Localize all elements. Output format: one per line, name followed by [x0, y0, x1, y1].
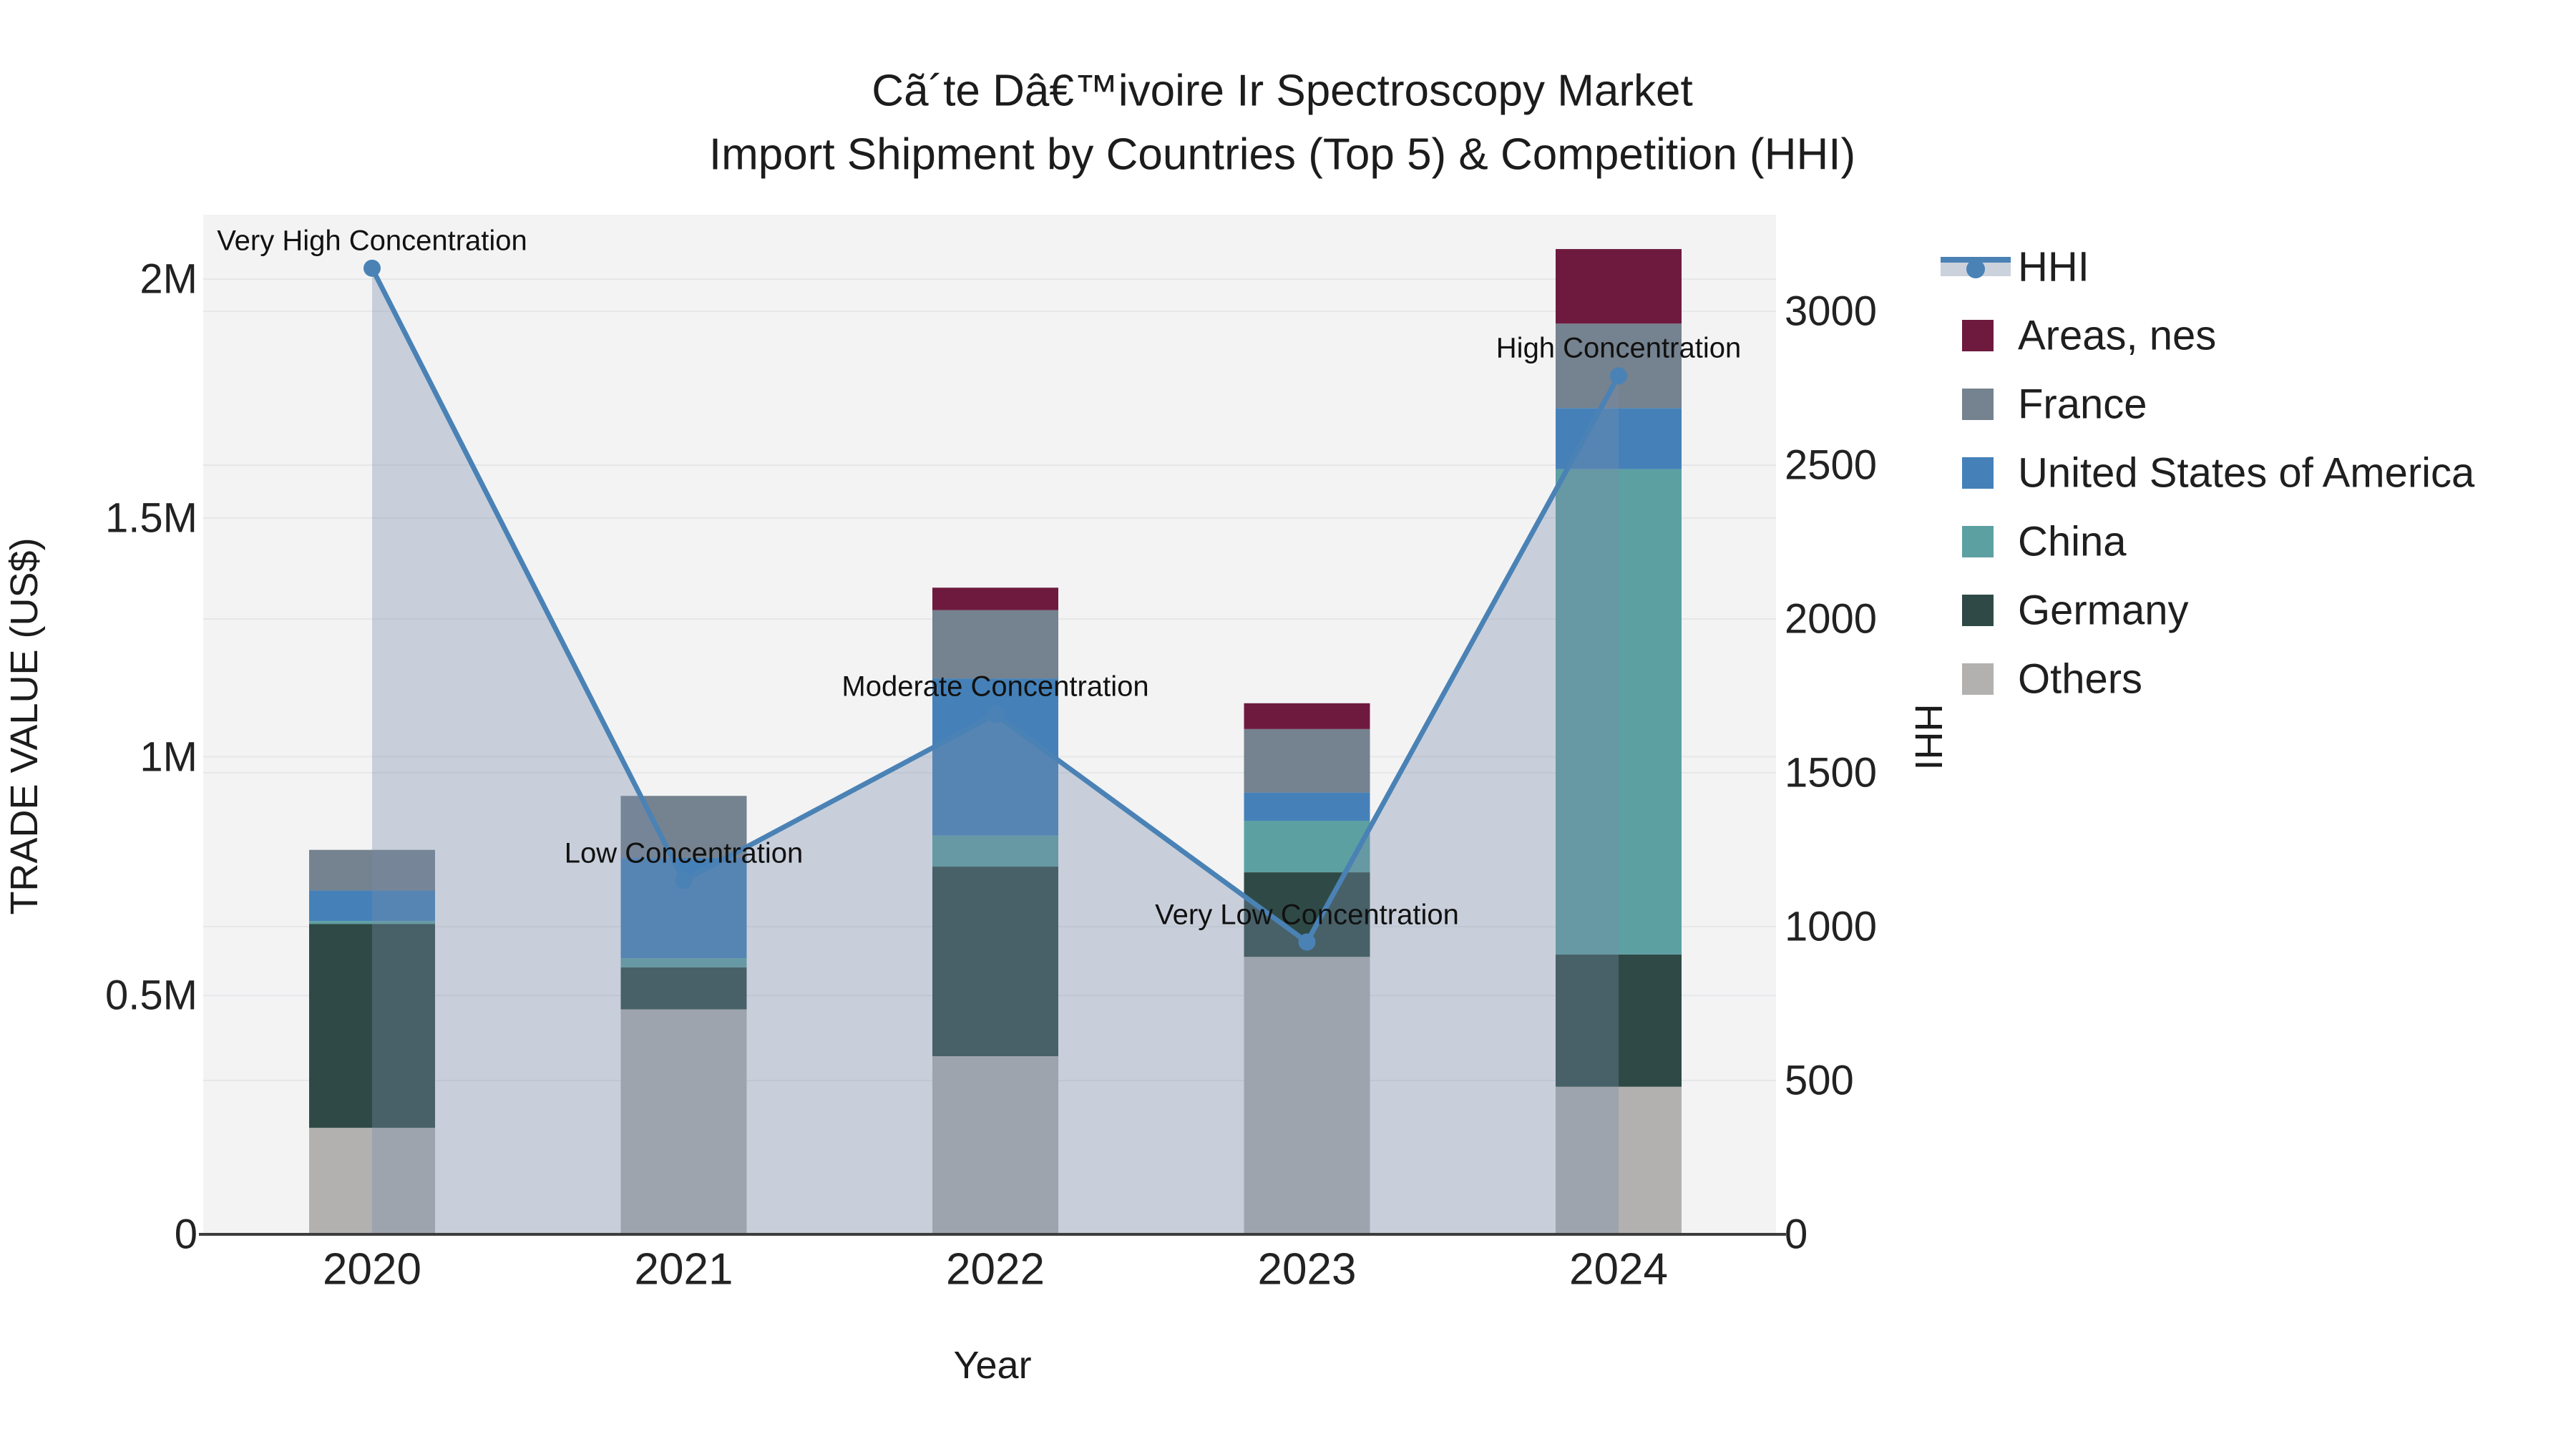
legend-label: France	[2018, 381, 2147, 428]
hhi-line-swatch-icon	[1941, 257, 2011, 278]
chart-title-line1: Cã´te Dâ€™ivoire Ir Spectroscopy Market	[872, 66, 1693, 116]
annotation-2021: Low Concentration	[564, 837, 804, 869]
bar-segment-germany	[932, 867, 1058, 1057]
bar-segment-china	[932, 835, 1058, 867]
hhi-marker-2024	[1610, 367, 1627, 385]
bar-segment-united-states-of-america	[1244, 792, 1370, 821]
legend-color-swatch-icon	[1962, 595, 1994, 626]
bar-segment-china	[1556, 469, 1682, 955]
y-left-tick-label: 1.5M	[105, 494, 197, 542]
hhi-marker-2022	[987, 706, 1004, 723]
bar-segment-china	[620, 958, 747, 967]
bar-segment-others	[1244, 957, 1370, 1234]
bar-segment-united-states-of-america	[1556, 408, 1682, 469]
bar-segment-france	[1244, 728, 1370, 793]
bar-segment-united-states-of-america	[309, 890, 435, 922]
legend-label: Germany	[2018, 587, 2189, 634]
legend-item-china[interactable]: China	[1941, 518, 2570, 565]
legend-item-united-states-of-america[interactable]: United States of America	[1941, 449, 2570, 497]
legend-color-swatch-icon	[1962, 320, 1994, 351]
bar-segment-germany	[309, 924, 435, 1128]
hhi-marker-2021	[675, 872, 693, 889]
y-right-tick-label: 500	[1785, 1057, 1854, 1104]
y-right-tick-label: 1000	[1785, 903, 1878, 950]
annotation-2022: Moderate Concentration	[841, 670, 1149, 703]
legend-label: HHI	[2018, 243, 2089, 291]
bar-segment-areas-nes	[1556, 249, 1682, 324]
y-right-tick-label: 3000	[1785, 288, 1878, 335]
legend-label: China	[2018, 518, 2127, 565]
bar-segment-germany	[1556, 954, 1682, 1087]
y-right-tick-label: 0	[1785, 1211, 1808, 1258]
y-axis-title-right: HHI	[1907, 703, 1950, 771]
legend-color-swatch-icon	[1962, 663, 1994, 695]
legend-label: Others	[2018, 655, 2143, 703]
bar-segment-others	[309, 1128, 435, 1234]
legend-item-france[interactable]: France	[1941, 381, 2570, 428]
y-left-tick-label: 2M	[140, 255, 197, 303]
bar-segment-united-states-of-america	[932, 678, 1058, 836]
legend-color-swatch-icon	[1962, 526, 1994, 557]
annotation-2020: Very High Concentration	[217, 225, 527, 257]
hhi-marker-2020	[364, 259, 381, 277]
hhi-marker-dot-icon	[1966, 260, 1985, 278]
bar-segment-areas-nes	[932, 587, 1058, 610]
bar-segment-areas-nes	[1244, 703, 1370, 729]
legend-item-hhi[interactable]: HHI	[1941, 243, 2570, 291]
x-axis-title: Year	[953, 1344, 1032, 1387]
legend-label: Areas, nes	[2018, 312, 2217, 359]
legend-color-swatch-icon	[1962, 457, 1994, 489]
legend-item-others[interactable]: Others	[1941, 655, 2570, 703]
bar-segment-others	[620, 1009, 747, 1234]
y-left-tick-label: 1M	[140, 733, 197, 781]
annotation-2024: High Concentration	[1496, 332, 1742, 364]
x-tick-label-2023: 2023	[1257, 1244, 1357, 1294]
x-tick-label-2022: 2022	[946, 1244, 1045, 1294]
x-tick-label-2020: 2020	[323, 1244, 421, 1294]
x-tick-label-2021: 2021	[634, 1244, 733, 1294]
y-left-tick-label: 0.5M	[105, 972, 197, 1019]
legend-color-swatch-icon	[1962, 389, 1994, 420]
bar-segment-france	[932, 610, 1058, 679]
legend-item-germany[interactable]: Germany	[1941, 587, 2570, 634]
legend-item-areas-nes[interactable]: Areas, nes	[1941, 312, 2570, 359]
x-tick-label-2024: 2024	[1569, 1244, 1668, 1294]
y-right-tick-label: 1500	[1785, 749, 1878, 796]
bar-segment-france	[1556, 323, 1682, 409]
legend-label: United States of America	[2018, 449, 2475, 497]
bar-segment-china	[309, 921, 435, 924]
y-right-tick-label: 2500	[1785, 441, 1878, 489]
bar-segment-france	[620, 796, 747, 859]
chart-title-line2: Import Shipment by Countries (Top 5) & C…	[708, 130, 1856, 180]
bar-segment-others	[932, 1056, 1058, 1234]
bar-segment-france	[309, 849, 435, 891]
y-left-tick-label: 0	[174, 1211, 197, 1258]
hhi-marker-2023	[1298, 933, 1316, 951]
y-axis-title-left: TRADE VALUE (US$)	[3, 537, 46, 915]
bar-segment-germany	[620, 967, 747, 1010]
y-right-tick-label: 2000	[1785, 595, 1878, 643]
bar-segment-others	[1556, 1086, 1682, 1234]
annotation-2023: Very Low Concentration	[1155, 899, 1459, 930]
hhi-area-fill	[372, 268, 1619, 1234]
